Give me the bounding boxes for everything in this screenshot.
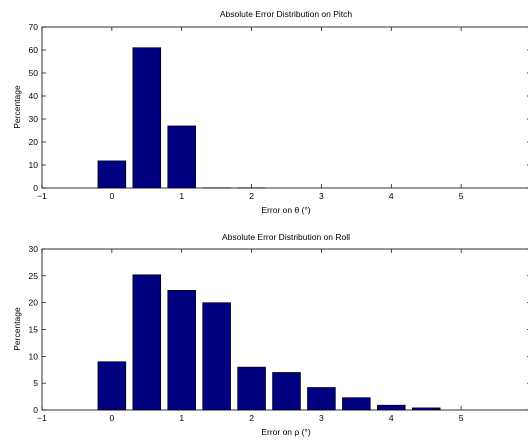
pitch-bar [168,126,196,188]
roll-bar [238,367,266,410]
pitch-y-axis-label: Percentage [12,85,22,129]
roll-bar [273,372,301,410]
roll-y-tick-label: 0 [33,405,38,415]
roll-y-tick-label: 15 [29,325,39,335]
roll-error-chart: Absolute Error Distribution on Roll Erro… [12,232,528,437]
pitch-y-tick-label: 60 [29,45,39,55]
roll-bar [98,362,126,410]
roll-x-tick-label: −1 [37,413,47,423]
roll-y-tick-label: 20 [29,298,39,308]
roll-marks: −10123456051015202530 [29,244,528,423]
roll-x-tick-label: 2 [249,413,254,423]
roll-bar [203,303,231,410]
pitch-y-tick-label: 50 [29,68,39,78]
roll-x-tick-label: 1 [179,413,184,423]
roll-y-tick-label: 10 [29,351,39,361]
roll-y-axis-label: Percentage [12,307,22,351]
pitch-error-chart: Absolute Error Distribution on Pitch Err… [12,9,528,215]
pitch-y-tick-label: 40 [29,91,39,101]
pitch-x-tick-label: 5 [459,191,464,201]
pitch-y-tick-label: 0 [33,183,38,193]
pitch-x-axis-label: Error on θ (°) [261,205,310,215]
pitch-y-tick-label: 10 [29,160,39,170]
pitch-marks: −10123456010203040506070 [29,22,528,201]
pitch-chart-title: Absolute Error Distribution on Pitch [220,9,353,19]
pitch-bar [133,48,161,188]
pitch-x-tick-label: −1 [37,191,47,201]
pitch-x-tick-label: 0 [109,191,114,201]
roll-y-tick-label: 30 [29,244,39,254]
roll-bar [168,290,196,410]
roll-bar [133,275,161,410]
pitch-x-tick-label: 3 [319,191,324,201]
pitch-bar [98,161,126,188]
roll-x-tick-label: 0 [109,413,114,423]
roll-y-tick-label: 25 [29,271,39,281]
roll-x-tick-label: 3 [319,413,324,423]
roll-x-tick-label: 4 [389,413,394,423]
pitch-y-tick-label: 70 [29,22,39,32]
pitch-x-tick-label: 1 [179,191,184,201]
roll-x-axis-label: Error on ρ (°) [261,427,310,437]
roll-chart-title: Absolute Error Distribution on Roll [222,232,350,242]
roll-bar [412,408,440,410]
roll-x-tick-label: 5 [459,413,464,423]
pitch-x-tick-label: 4 [389,191,394,201]
roll-bar [342,398,370,410]
roll-y-tick-label: 5 [33,378,38,388]
pitch-x-tick-label: 2 [249,191,254,201]
pitch-y-tick-label: 30 [29,114,39,124]
pitch-y-tick-label: 20 [29,137,39,147]
